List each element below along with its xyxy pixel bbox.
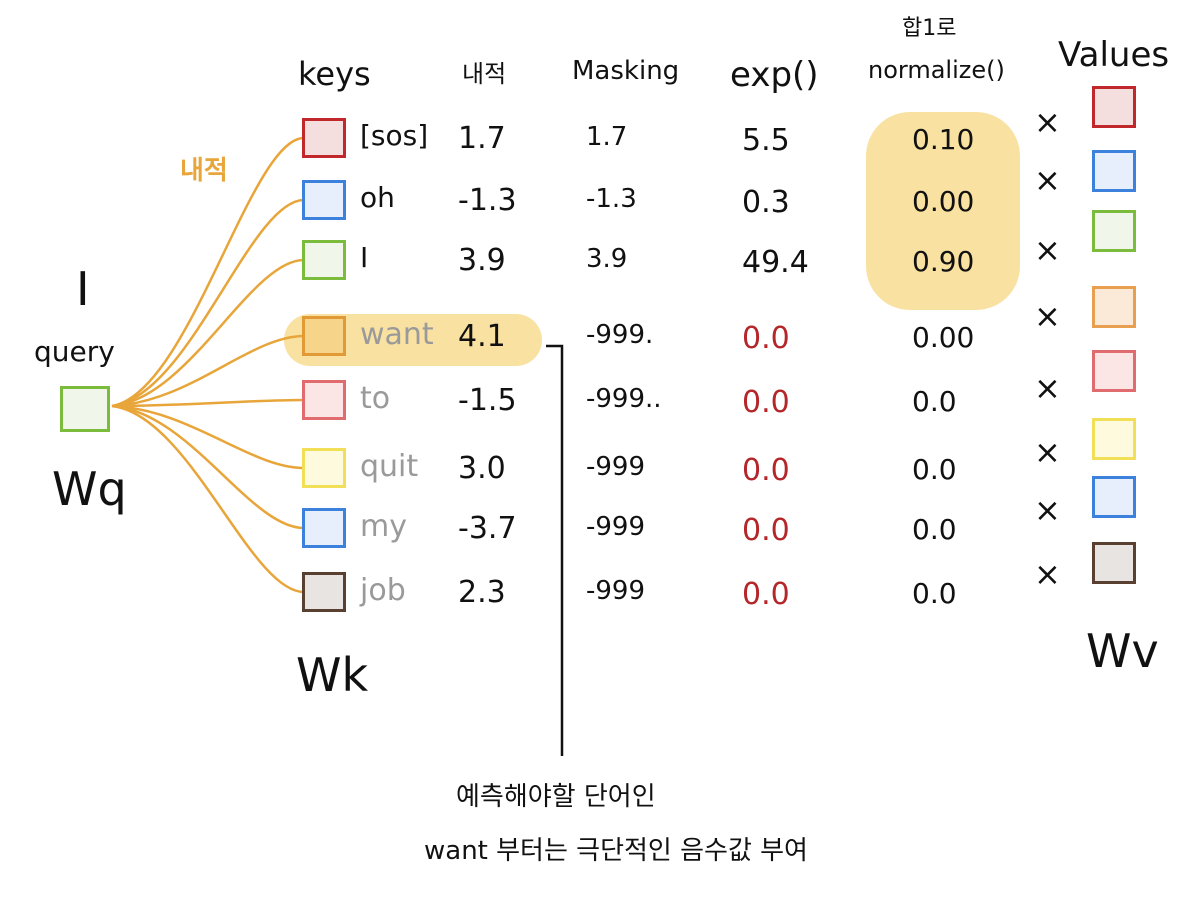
normalized-weight: 0.0: [912, 453, 957, 486]
multiply-symbol: ×: [1034, 231, 1061, 269]
dot-product-value: -3.7: [458, 511, 517, 546]
exp-value: 0.0: [742, 385, 790, 420]
key-token: to: [360, 381, 391, 416]
query-key-connection: [111, 398, 305, 408]
key-token: [sos]: [360, 119, 429, 152]
keys-header: keys: [298, 55, 371, 93]
dot-product-value: 3.0: [458, 451, 506, 486]
multiply-symbol: ×: [1034, 433, 1061, 471]
masked-value: -999: [586, 512, 646, 542]
masked-value: -999: [586, 576, 646, 606]
masked-value: -999: [586, 452, 646, 482]
key-vector-box: [302, 508, 346, 548]
multiply-symbol: ×: [1034, 103, 1061, 141]
key-vector-box: [302, 380, 346, 420]
exp-value: 0.0: [742, 513, 790, 548]
normalized-weight: 0.0: [912, 577, 957, 610]
query-weight-label: Wq: [52, 462, 127, 516]
key-vector-box: [302, 240, 346, 280]
query-key-connection: [111, 404, 305, 594]
dot-product-value: 3.9: [458, 243, 506, 278]
normalize-header: normalize(): [868, 56, 1005, 84]
value-vector-box: [1092, 542, 1136, 584]
masked-value: -999.: [586, 320, 654, 350]
key-token: quit: [360, 449, 419, 484]
masked-value: -999..: [586, 384, 662, 414]
values-weight-label: Wv: [1086, 624, 1159, 678]
dot-product-value: -1.3: [458, 183, 517, 218]
exp-value: 49.4: [742, 245, 809, 280]
masking-header: Masking: [572, 56, 680, 86]
exp-value: 0.0: [742, 321, 790, 356]
multiply-symbol: ×: [1034, 369, 1061, 407]
query-key-connection: [111, 334, 305, 408]
masked-value: 1.7: [586, 122, 628, 152]
dot-product-value: -1.5: [458, 383, 517, 418]
key-vector-box: [302, 180, 346, 220]
normalized-weight: 0.90: [912, 245, 975, 278]
multiply-symbol: ×: [1034, 297, 1061, 335]
value-vector-box: [1092, 476, 1136, 518]
exp-value: 0.3: [742, 185, 790, 220]
key-token: want: [360, 317, 434, 352]
key-token: I: [360, 241, 369, 274]
key-vector-box: [302, 572, 346, 612]
query-label: query: [34, 335, 115, 368]
annotation-line-1: 예측해야할 단어인: [456, 782, 656, 812]
value-vector-box: [1092, 210, 1136, 252]
key-token: job: [360, 573, 406, 608]
query-key-connection: [111, 258, 305, 408]
annotation-line-2: want 부터는 극단적인 음수값 부여: [424, 836, 808, 866]
dot-product-value: 4.1: [458, 319, 506, 354]
value-vector-box: [1092, 150, 1136, 192]
normalized-weight: 0.00: [912, 185, 975, 218]
value-vector-box: [1092, 286, 1136, 328]
value-vector-box: [1092, 350, 1136, 392]
key-vector-box: [302, 316, 346, 356]
masked-value: -1.3: [586, 184, 637, 214]
key-token: oh: [360, 181, 395, 214]
normalized-weight: 0.0: [912, 513, 957, 546]
exp-value: 5.5: [742, 123, 790, 158]
masked-value: 3.9: [586, 244, 628, 274]
dot-product-value: 1.7: [458, 121, 506, 156]
normalized-weight: 0.00: [912, 321, 975, 354]
key-token: my: [360, 509, 407, 544]
query-vector-box: [60, 386, 110, 432]
multiply-symbol: ×: [1034, 491, 1061, 529]
values-header: Values: [1058, 35, 1170, 75]
query-key-connection: [111, 404, 305, 530]
keys-weight-label: Wk: [296, 648, 369, 702]
multiply-symbol: ×: [1034, 555, 1061, 593]
query-key-connection: [111, 136, 305, 408]
dot-product-value: 2.3: [458, 575, 506, 610]
mask-annotation-pointer: [546, 344, 564, 756]
exp-header: exp(): [730, 55, 819, 95]
dot-product-header: 내적: [462, 60, 507, 88]
query-key-connection: [111, 198, 305, 408]
normalized-weight: 0.10: [912, 123, 975, 156]
dot-product-edge-label: 내적: [180, 156, 228, 186]
exp-value: 0.0: [742, 453, 790, 488]
value-vector-box: [1092, 418, 1136, 460]
value-vector-box: [1092, 86, 1136, 128]
query-key-connection: [111, 404, 305, 470]
normalized-weight: 0.0: [912, 385, 957, 418]
key-vector-box: [302, 118, 346, 158]
multiply-symbol: ×: [1034, 161, 1061, 199]
sum-to-one-header: 합1로: [902, 16, 957, 41]
exp-value: 0.0: [742, 577, 790, 612]
key-vector-box: [302, 448, 346, 488]
query-token: I: [76, 262, 90, 316]
normalized-weights-highlight: [866, 112, 1020, 310]
